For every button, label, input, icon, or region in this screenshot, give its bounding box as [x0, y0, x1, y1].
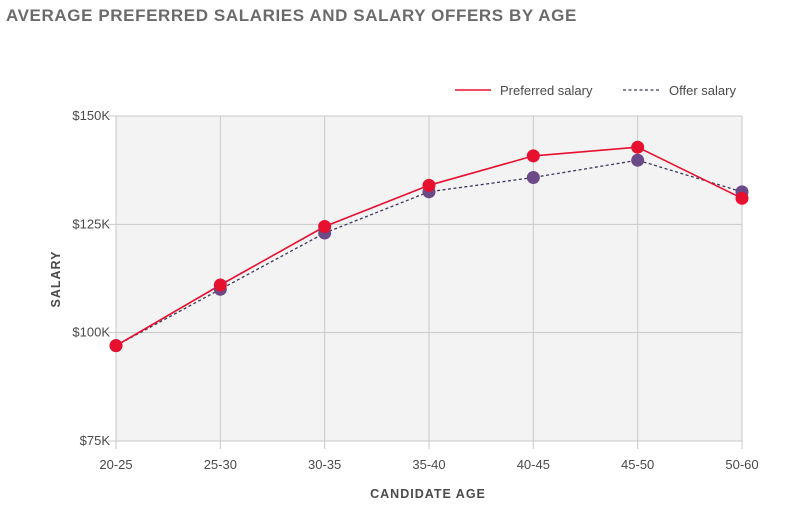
- chart-title: AVERAGE PREFERRED SALARIES AND SALARY OF…: [6, 6, 577, 25]
- series-0-point-3: [422, 178, 436, 192]
- x-axis-ticks: 20-25 25-30 30-35 35-40 40-45 45-50 50-60: [99, 457, 758, 472]
- x-tick-label: 25-30: [204, 457, 237, 472]
- series-points: [109, 140, 749, 353]
- x-tick-label: 50-60: [725, 457, 758, 472]
- series-0-point-4: [526, 149, 540, 163]
- series-0-point-0: [109, 339, 123, 353]
- legend-label-offer: Offer salary: [669, 83, 736, 98]
- series-0-point-6: [735, 191, 749, 205]
- y-tick-label: $75K: [80, 433, 111, 448]
- legend: Preferred salary Offer salary: [455, 83, 736, 98]
- x-tick-label: 20-25: [99, 457, 132, 472]
- y-tick-label: $150K: [72, 108, 110, 123]
- legend-label-preferred: Preferred salary: [500, 83, 593, 98]
- x-tick-label: 35-40: [412, 457, 445, 472]
- series-1-point-5: [631, 153, 645, 167]
- series-1-point-4: [526, 171, 540, 185]
- series-0-point-5: [631, 140, 645, 154]
- y-tick-label: $100K: [72, 325, 110, 340]
- y-tick-label: $125K: [72, 216, 110, 231]
- y-axis-ticks: $75K $100K $125K $150K: [72, 108, 110, 448]
- series-0-point-1: [213, 278, 227, 292]
- x-tick-label: 40-45: [517, 457, 550, 472]
- y-axis-label: SALARY: [49, 251, 63, 308]
- x-axis-label: CANDIDATE AGE: [370, 487, 486, 501]
- x-tick-label: 45-50: [621, 457, 654, 472]
- series-0-point-2: [318, 220, 332, 233]
- x-tick-label: 30-35: [308, 457, 341, 472]
